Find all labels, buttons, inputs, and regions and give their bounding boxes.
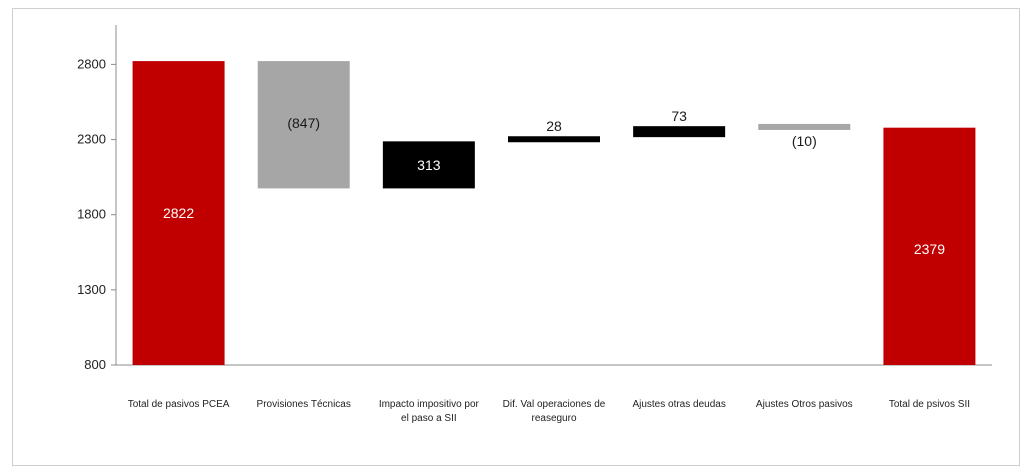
x-tick-label: Ajustes otras deudas bbox=[632, 399, 725, 410]
x-tick-label: Total de psivos SII bbox=[889, 399, 970, 410]
y-tick-label: 800 bbox=[84, 357, 106, 372]
data-label: (847) bbox=[287, 115, 320, 131]
bar-6 bbox=[883, 127, 976, 365]
x-axis-labels: Total de pasivos PCEA Provisiones Técnica… bbox=[128, 399, 970, 424]
data-label: 73 bbox=[671, 108, 687, 124]
bar-2 bbox=[382, 141, 475, 189]
data-label: 313 bbox=[417, 157, 441, 173]
y-tick-label: 2300 bbox=[77, 132, 106, 147]
y-axis-ticks: 800 1300 1800 2300 2800 bbox=[77, 56, 116, 372]
data-label: 28 bbox=[546, 118, 562, 134]
data-label: 2379 bbox=[914, 241, 945, 257]
x-tick-label-line: Impacto impositivo por bbox=[379, 399, 480, 410]
x-tick-label-line: Dif. Val operaciones de bbox=[503, 399, 606, 410]
bar-0 bbox=[132, 61, 225, 366]
y-tick-label: 1300 bbox=[77, 282, 106, 297]
data-label: 2822 bbox=[163, 205, 194, 221]
bars-group: 2822 (847) 313 28 73 (10) 2379 bbox=[132, 61, 976, 366]
x-tick-label: Ajustes Otros pasivos bbox=[756, 399, 853, 410]
y-tick-label: 2800 bbox=[77, 56, 106, 71]
x-tick-label-line: el paso a SII bbox=[401, 413, 457, 424]
x-tick-label-line: Total de psivos SII bbox=[889, 399, 970, 410]
chart-frame: 800 1300 1800 2300 2800 2822 (847) 313 28 73 (10)… bbox=[12, 8, 1020, 466]
bar-3 bbox=[508, 136, 600, 143]
bar-5 bbox=[758, 123, 851, 130]
x-tick-label: Dif. Val operaciones de reaseguro bbox=[503, 399, 606, 424]
x-tick-label: Impacto impositivo por el paso a SII bbox=[379, 399, 480, 424]
bar-1 bbox=[257, 61, 350, 189]
y-tick-label: 1800 bbox=[77, 207, 106, 222]
bar-4 bbox=[633, 126, 726, 138]
x-tick-label: Provisiones Técnicas bbox=[257, 399, 351, 410]
x-tick-label: Total de pasivos PCEA bbox=[128, 399, 230, 410]
waterfall-chart: 800 1300 1800 2300 2800 2822 (847) 313 28 73 (10)… bbox=[77, 25, 992, 424]
x-tick-label-line: Provisiones Técnicas bbox=[257, 399, 351, 410]
x-tick-label-line: Total de pasivos PCEA bbox=[128, 399, 230, 410]
x-tick-label-line: Ajustes otras deudas bbox=[632, 399, 725, 410]
x-tick-label-line: Ajustes Otros pasivos bbox=[756, 399, 853, 410]
data-label: (10) bbox=[792, 133, 817, 149]
x-tick-label-line: reaseguro bbox=[531, 413, 576, 424]
